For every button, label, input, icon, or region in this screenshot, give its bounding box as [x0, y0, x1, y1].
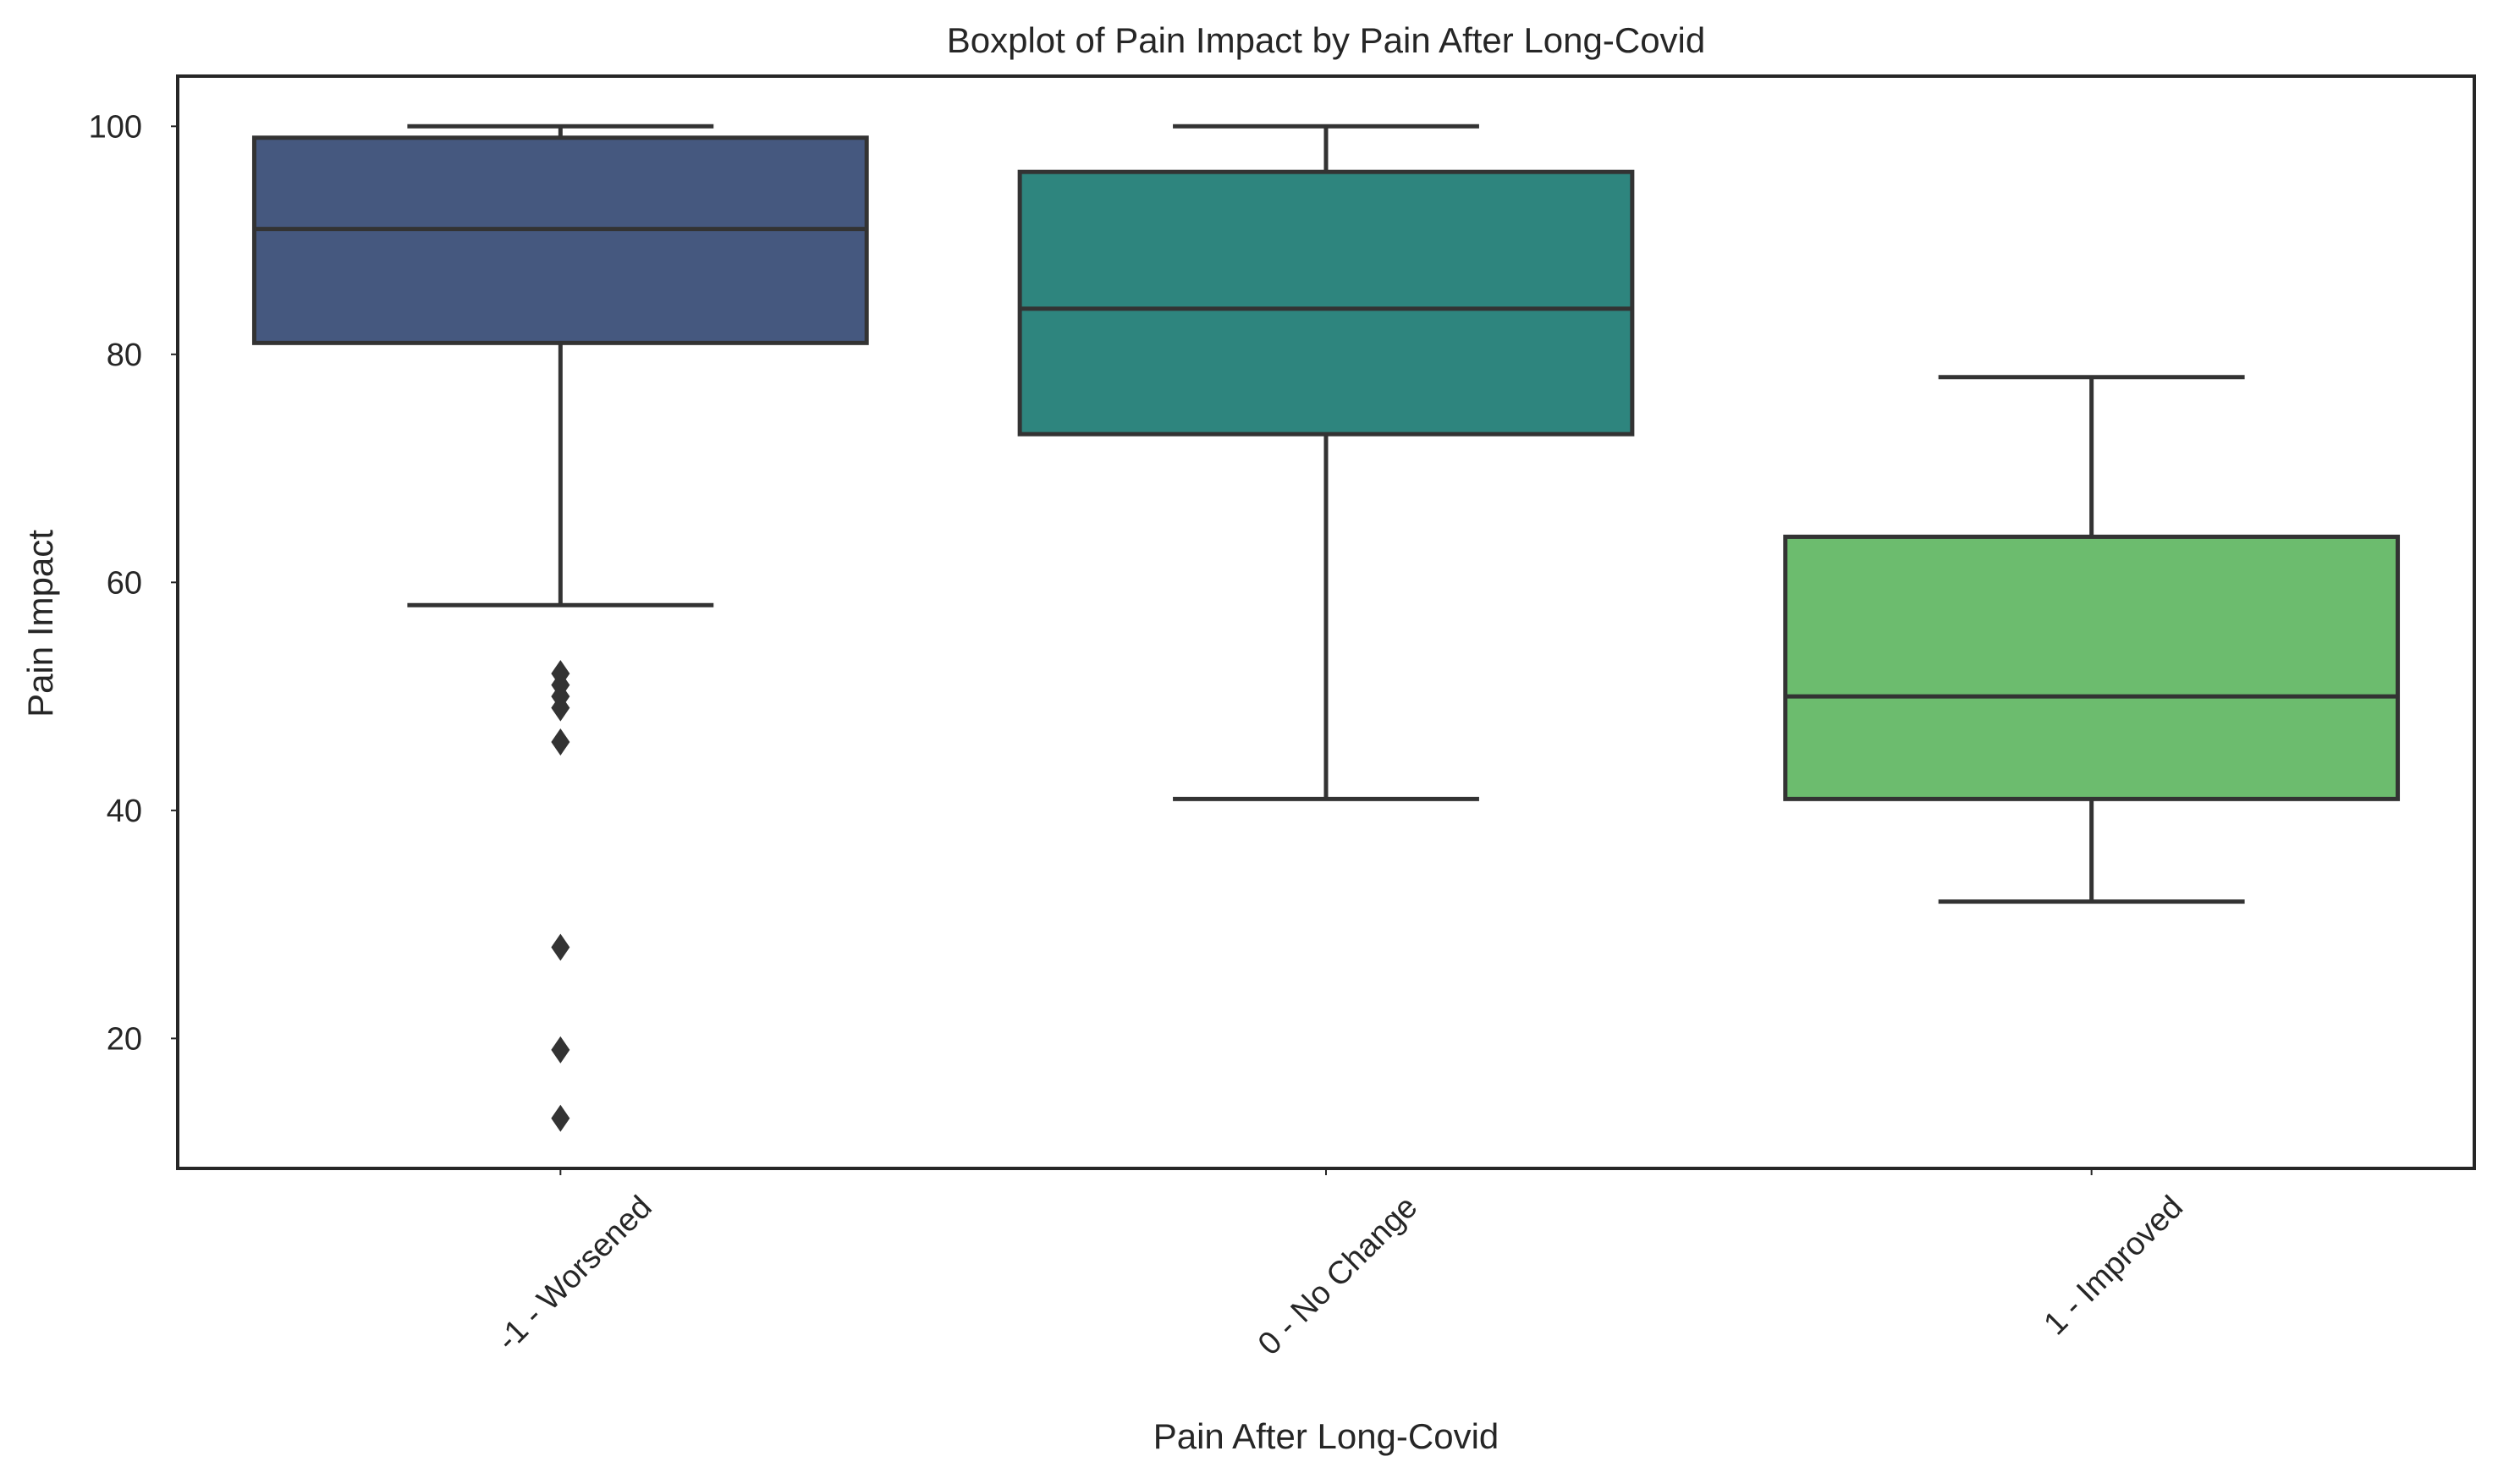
y-tick-label: 20 [107, 1021, 142, 1057]
box-group [251, 124, 869, 1132]
chart-title: Boxplot of Pain Impact by Pain After Lon… [947, 20, 1706, 60]
y-tick-label: 100 [89, 109, 142, 145]
box-group [1017, 124, 1635, 801]
x-axis-label: Pain After Long-Covid [1153, 1416, 1499, 1456]
y-tick-label: 40 [107, 794, 142, 829]
outlier-point [551, 728, 570, 756]
outlier-point [551, 1104, 570, 1132]
plot-area [251, 124, 2401, 1132]
plot-frame [176, 74, 2476, 1170]
y-tick-label: 80 [107, 338, 142, 373]
box [1017, 169, 1635, 437]
box [1783, 534, 2401, 801]
y-axis-label: Pain Impact [20, 530, 60, 717]
y-axis-ticks: 20 40 60 80 100 [89, 109, 178, 1057]
box [251, 135, 869, 345]
outlier-point [551, 1036, 570, 1064]
y-tick-label: 60 [107, 565, 142, 601]
box-group [1783, 375, 2401, 904]
outlier-point [551, 694, 570, 722]
outlier-point [551, 933, 570, 961]
